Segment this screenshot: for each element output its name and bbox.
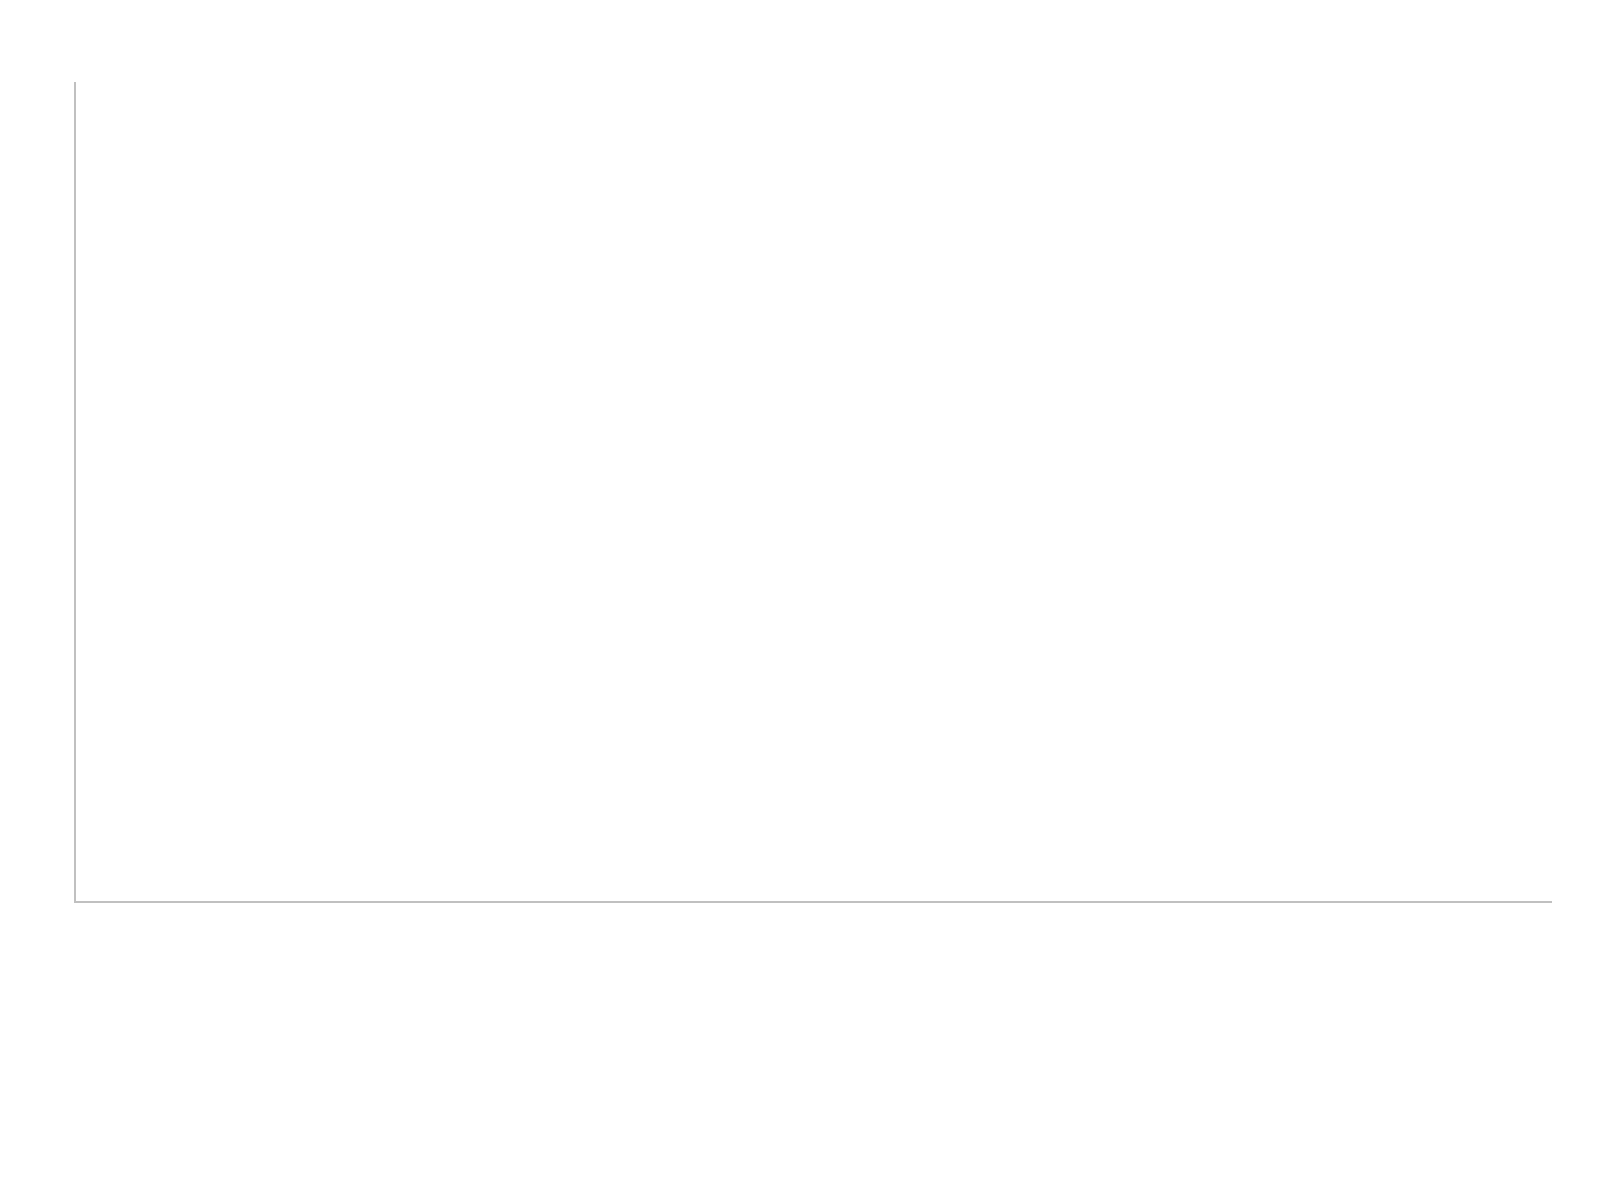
- y-axis-line: [74, 82, 76, 902]
- x-axis-line: [74, 901, 1552, 903]
- bars-layer: [0, 82, 1600, 902]
- x-axis-category-labels: [0, 918, 1600, 1098]
